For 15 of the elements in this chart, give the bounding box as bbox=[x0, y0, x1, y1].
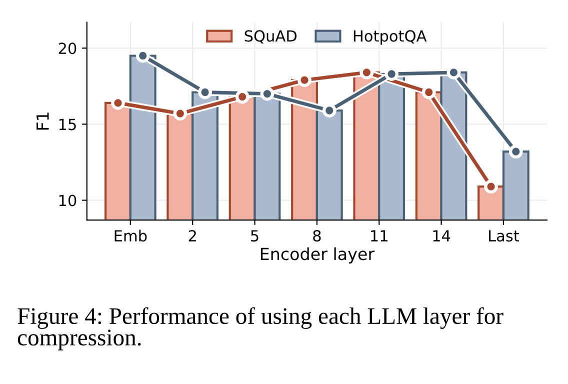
x-tick-label: 5 bbox=[251, 230, 258, 242]
y-axis-title: F1 bbox=[36, 112, 49, 130]
legend-label: HotpotQA bbox=[354, 30, 427, 45]
x-tick-label: 14 bbox=[433, 230, 450, 242]
y-tick-label: 20 bbox=[58, 42, 76, 54]
caption: Figure 4: Performance of using each LLM layer for compression. bbox=[18, 307, 504, 350]
x-tick-label: 8 bbox=[313, 230, 321, 242]
y-tick-label: 15 bbox=[59, 118, 76, 130]
legend-label: SQuAD bbox=[244, 30, 297, 44]
x-tick-label: Last bbox=[489, 230, 520, 242]
x-tick-label: 2 bbox=[188, 230, 196, 242]
x-axis-title: Encoder layer bbox=[260, 247, 375, 264]
y-tick-label: 10 bbox=[59, 194, 76, 206]
x-tick-label: Emb bbox=[114, 230, 147, 242]
x-tick-label: 11 bbox=[371, 230, 388, 242]
